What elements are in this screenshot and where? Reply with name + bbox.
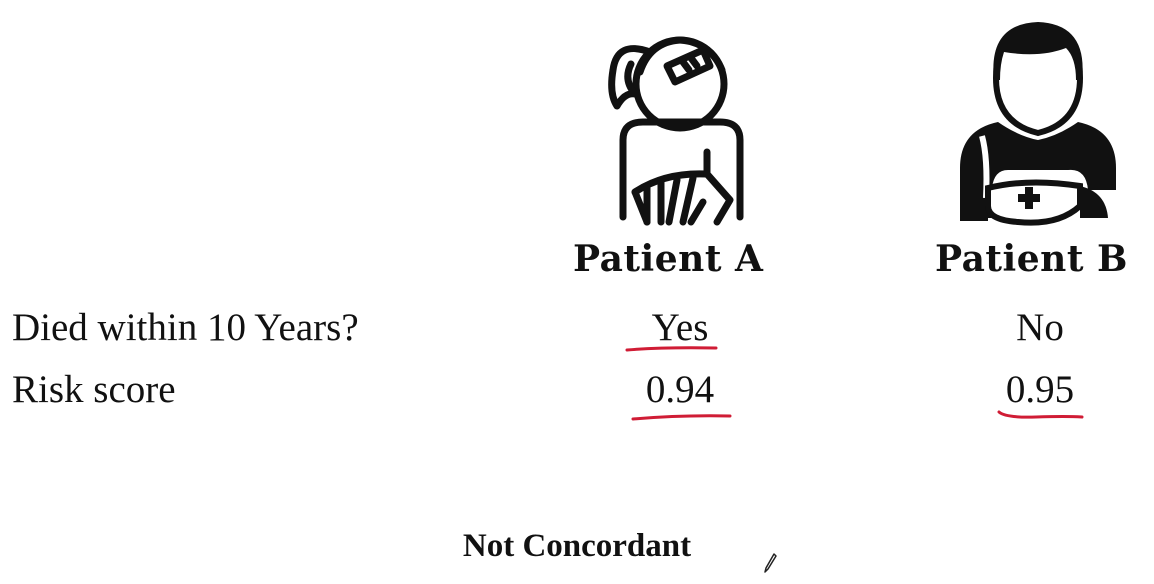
patient-a-died: Yes [651,306,709,349]
patient-a-icon [595,22,760,227]
risk-b-underline [997,410,1084,419]
risk-a-underline [631,414,732,421]
patient-b-name: Patient B [935,238,1128,280]
patient-b-icon [958,18,1118,228]
died-row-label: Died within 10 Years? [12,306,359,349]
risk-row-label: Risk score [12,368,176,411]
yes-underline [625,346,718,352]
woman-with-arm-sling-icon [608,36,744,226]
conclusion-text: Not Concordant [462,528,692,564]
man-with-arm-sling-icon [960,22,1116,226]
patient-a-name: Patient A [573,238,764,280]
patient-b-died: No [1016,306,1064,349]
patient-b-risk: 0.95 [1005,368,1075,411]
pen-cursor-icon [764,553,777,573]
patient-a-risk: 0.94 [645,368,715,411]
